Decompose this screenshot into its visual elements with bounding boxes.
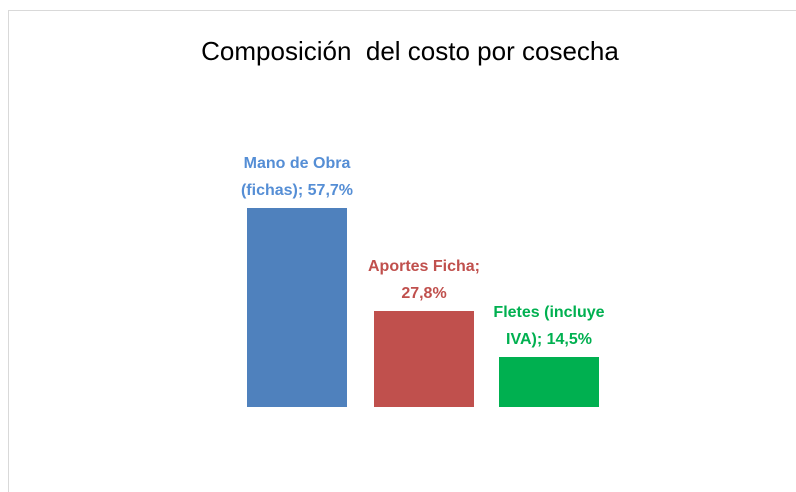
bar xyxy=(247,207,347,407)
bar xyxy=(374,311,474,407)
data-label: Mano de Obra (fichas); 57,7% xyxy=(240,154,354,199)
chart-frame xyxy=(8,10,796,492)
data-label: Aportes Ficha; 27,8% xyxy=(367,258,480,303)
chart-title: Composición del costo por cosecha xyxy=(201,36,619,66)
bar xyxy=(499,356,599,407)
data-label: Fletes (incluye IVA); 14,5% xyxy=(493,303,605,348)
